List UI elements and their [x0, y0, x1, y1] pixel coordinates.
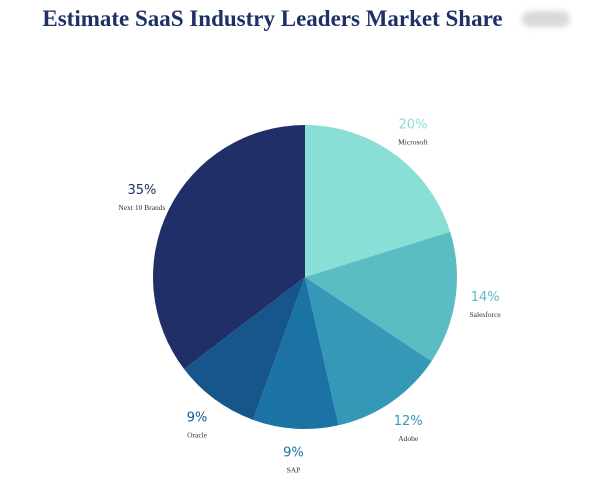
- pct-label-adobe: 12%: [394, 414, 423, 429]
- slice-sap: [253, 277, 339, 430]
- pct-label-microsoft: 20%: [398, 117, 427, 132]
- pct-label-sap: 9%: [283, 446, 304, 461]
- pct-label-next-10-brands: 35%: [127, 183, 156, 198]
- name-label-sap: SAP: [287, 466, 301, 475]
- slice-salesforce: [305, 231, 458, 362]
- pct-label-oracle: 9%: [187, 411, 208, 426]
- chart-title: Estimate SaaS Industry Leaders Market Sh…: [42, 6, 503, 31]
- name-label-salesforce: Salesforce: [470, 310, 502, 319]
- name-label-next-10-brands: Next 10 Brands: [118, 203, 165, 212]
- slice-microsoft: [305, 125, 451, 277]
- slice-oracle: [184, 277, 305, 420]
- blurred-year-text: [522, 11, 570, 27]
- pie-slices: [153, 124, 458, 430]
- name-label-adobe: Adobe: [398, 434, 419, 443]
- pct-label-salesforce: 14%: [471, 290, 500, 305]
- name-label-oracle: Oracle: [187, 431, 208, 440]
- pie-labels: 20% Microsoft 14% Salesforce 12% Adobe 9% SAP 9%…: [118, 117, 501, 474]
- slice-next-10-brands: [153, 124, 305, 370]
- name-label-microsoft: Microsoft: [398, 137, 428, 146]
- slice-adobe: [305, 277, 432, 426]
